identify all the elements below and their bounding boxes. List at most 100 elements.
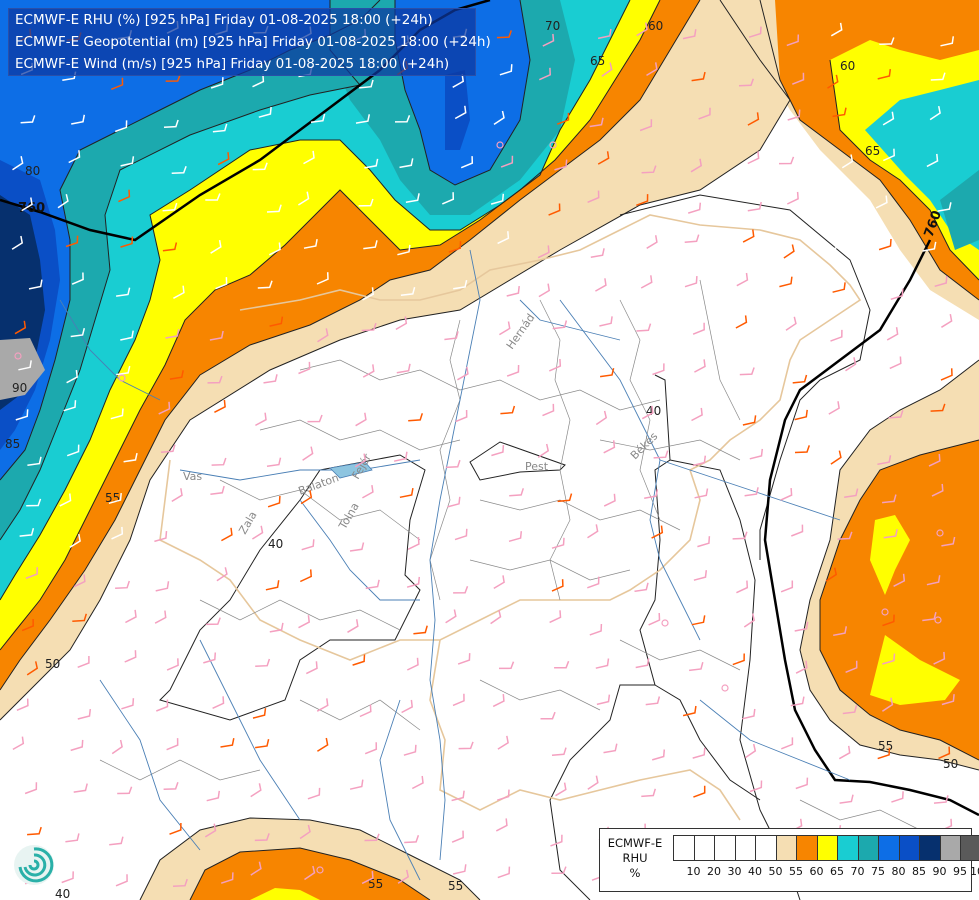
- wind-barb-icon: [691, 71, 706, 82]
- wind-barb-icon: [298, 361, 311, 375]
- label-vas: Vas: [183, 470, 202, 483]
- wind-barb-icon: [77, 656, 90, 669]
- wind-barb-icon: [500, 405, 516, 415]
- wind-barb-icon: [66, 444, 80, 457]
- wind-barb-icon: [405, 193, 420, 204]
- rh-label: 65: [865, 144, 880, 158]
- wind-barb-icon: [832, 107, 847, 118]
- wind-barb-icon: [830, 22, 843, 37]
- wind-barb-icon: [641, 788, 657, 798]
- wind-barb-icon: [166, 738, 179, 751]
- wind-barb-icon: [397, 244, 411, 256]
- wind-barb-icon: [317, 737, 329, 752]
- wind-barb-icon: [215, 277, 228, 290]
- wind-barb-icon: [551, 866, 567, 874]
- wind-barb-icon: [491, 445, 505, 457]
- wind-barb-icon: [587, 775, 599, 790]
- wind-barb-icon: [266, 457, 282, 467]
- wind-barb-icon: [171, 488, 183, 503]
- wind-barb-icon: [257, 280, 273, 289]
- wind-barb-icon: [692, 747, 706, 759]
- circle-station-icon: [316, 866, 324, 874]
- wind-barb-icon: [406, 576, 421, 588]
- wind-barb-icon: [455, 409, 468, 423]
- wind-barb-icon: [11, 235, 24, 250]
- wind-barb-icon: [554, 159, 568, 171]
- wind-barb-icon: [499, 64, 513, 76]
- wind-barb-icon: [636, 22, 648, 37]
- title-geopotential: ECMWF-E Geopotential (m) [925 hPa] Frida…: [15, 34, 491, 50]
- wind-barb-icon: [15, 409, 29, 421]
- wind-barb-icon: [207, 375, 223, 384]
- wind-barb-icon: [205, 193, 221, 201]
- wind-barb-icon: [71, 114, 86, 125]
- wind-barb-icon: [349, 779, 364, 790]
- wind-barb-icon: [493, 575, 505, 590]
- wind-barb-icon: [358, 198, 374, 207]
- wind-barb-icon: [794, 445, 811, 454]
- wind-barb-icon: [644, 489, 659, 499]
- wind-barb-icon: [206, 790, 221, 802]
- wind-barb-icon: [406, 657, 419, 671]
- wind-barb-icon: [882, 111, 895, 126]
- wind-barb-icon: [926, 153, 939, 168]
- wind-barb-icon: [258, 107, 272, 118]
- wind-barb-icon: [18, 360, 32, 371]
- rh-label: 50: [45, 657, 60, 671]
- wind-barb-icon: [693, 785, 706, 798]
- wind-barb-icon: [154, 531, 168, 543]
- wind-barb-icon: [882, 614, 895, 627]
- wind-barb-icon: [888, 410, 904, 419]
- wind-barb-icon: [926, 575, 941, 586]
- wind-barb-icon: [694, 359, 706, 373]
- wind-barb-icon: [595, 410, 608, 426]
- wind-barb-icon: [500, 155, 514, 168]
- wind-barb-icon: [548, 203, 561, 216]
- ecmwf-swirl-logo: [14, 845, 54, 885]
- wind-barb-icon: [451, 830, 464, 843]
- circle-station-icon: [881, 608, 889, 616]
- wind-barb-icon: [212, 123, 228, 133]
- wind-barb-icon: [506, 286, 520, 297]
- title-wind: ECMWF-E Wind (m/s) [925 hPa] Friday 01-0…: [15, 56, 450, 72]
- wind-barb-icon: [795, 660, 808, 674]
- wind-barb-icon: [645, 696, 661, 706]
- wind-barb-icon: [214, 399, 226, 413]
- wind-barb-icon: [551, 747, 567, 756]
- wind-barb-icon: [738, 78, 755, 87]
- rh-label: 80: [25, 164, 40, 178]
- wind-barb-icon: [63, 400, 77, 412]
- wind-barb-icon: [65, 833, 80, 843]
- wind-barb-icon: [928, 453, 941, 467]
- wind-barb-icon: [72, 613, 88, 623]
- wind-barb-icon: [890, 288, 904, 301]
- wind-barb-icon: [508, 531, 523, 543]
- wind-barb-icon: [845, 660, 858, 673]
- wind-barb-icon: [684, 276, 698, 288]
- lake-balaton: [329, 461, 373, 479]
- wind-barb-icon: [684, 234, 700, 243]
- wind-barb-icon: [452, 693, 465, 707]
- circle-station-icon: [936, 529, 944, 537]
- circle-station-icon: [721, 684, 729, 692]
- wind-barb-icon: [205, 617, 221, 626]
- wind-barb-icon: [597, 151, 610, 165]
- wind-barb-icon: [492, 694, 505, 708]
- wind-barb-icon: [551, 537, 565, 549]
- legend-swatch: [838, 836, 859, 860]
- wind-barb-icon: [442, 192, 455, 205]
- wind-barb-icon: [646, 235, 658, 249]
- wind-barb-icon: [692, 322, 705, 335]
- wind-barb-icon: [123, 452, 138, 463]
- legend-swatch: [920, 836, 941, 860]
- wind-barb-icon: [694, 488, 709, 499]
- wind-barb-icon: [791, 524, 804, 537]
- wind-barb-icon: [27, 456, 42, 466]
- wind-barb-icon: [220, 872, 234, 884]
- wind-barb-icon: [361, 871, 374, 885]
- rh-label: 55: [448, 879, 463, 893]
- wind-barb-icon: [203, 652, 217, 664]
- wind-barb-icon: [209, 330, 224, 341]
- legend-swatch: [879, 836, 900, 860]
